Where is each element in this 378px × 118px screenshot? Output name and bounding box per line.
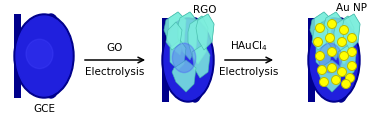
Polygon shape [188,16,208,64]
Polygon shape [316,40,332,70]
Ellipse shape [162,18,214,102]
Circle shape [318,65,327,74]
Polygon shape [324,12,344,60]
Polygon shape [166,22,182,50]
Circle shape [327,48,336,57]
Text: GCE: GCE [33,104,55,114]
Polygon shape [164,12,186,55]
Polygon shape [164,12,186,55]
Circle shape [339,51,349,61]
Polygon shape [196,14,214,50]
Circle shape [339,25,349,34]
Polygon shape [312,22,328,50]
Ellipse shape [329,18,353,102]
Polygon shape [310,12,332,55]
Polygon shape [170,40,186,70]
Polygon shape [338,44,356,78]
Circle shape [332,76,341,84]
Ellipse shape [14,14,74,98]
Polygon shape [342,14,360,50]
Circle shape [347,48,356,57]
Ellipse shape [37,14,65,98]
Circle shape [347,34,356,42]
Circle shape [319,78,328,86]
Ellipse shape [318,43,342,73]
Circle shape [341,80,350,88]
Circle shape [316,23,324,32]
Ellipse shape [310,20,358,100]
Polygon shape [192,44,210,78]
Text: Electrolysis: Electrolysis [85,67,145,77]
Text: GO: GO [107,43,123,53]
Text: HAuCl$_4$: HAuCl$_4$ [230,39,268,53]
Polygon shape [162,18,169,102]
Circle shape [327,63,336,72]
Polygon shape [316,40,332,70]
Polygon shape [188,16,208,64]
Polygon shape [170,40,186,70]
Polygon shape [196,14,214,50]
Circle shape [327,19,336,29]
Circle shape [316,51,324,61]
Polygon shape [172,60,196,92]
Text: RGO: RGO [193,5,217,28]
Polygon shape [338,44,356,78]
Circle shape [347,61,356,70]
Circle shape [313,38,322,46]
Ellipse shape [172,43,196,73]
Polygon shape [312,22,328,50]
Polygon shape [172,60,196,92]
Polygon shape [310,12,332,55]
Polygon shape [324,12,344,60]
Polygon shape [308,18,315,102]
Polygon shape [342,14,360,50]
Polygon shape [178,12,198,60]
Polygon shape [178,12,198,60]
Polygon shape [334,16,354,64]
Polygon shape [14,14,21,98]
Text: Electrolysis: Electrolysis [219,67,279,77]
Circle shape [345,74,355,82]
Text: Au NP: Au NP [336,3,367,26]
Polygon shape [166,22,182,50]
Ellipse shape [183,18,207,102]
Polygon shape [318,60,342,92]
Polygon shape [318,60,342,92]
Circle shape [338,38,347,46]
Circle shape [325,34,335,42]
Polygon shape [192,44,210,78]
Circle shape [338,67,347,76]
Ellipse shape [164,20,212,100]
Ellipse shape [308,18,360,102]
Polygon shape [334,16,354,64]
Ellipse shape [26,39,53,69]
Ellipse shape [16,16,72,96]
